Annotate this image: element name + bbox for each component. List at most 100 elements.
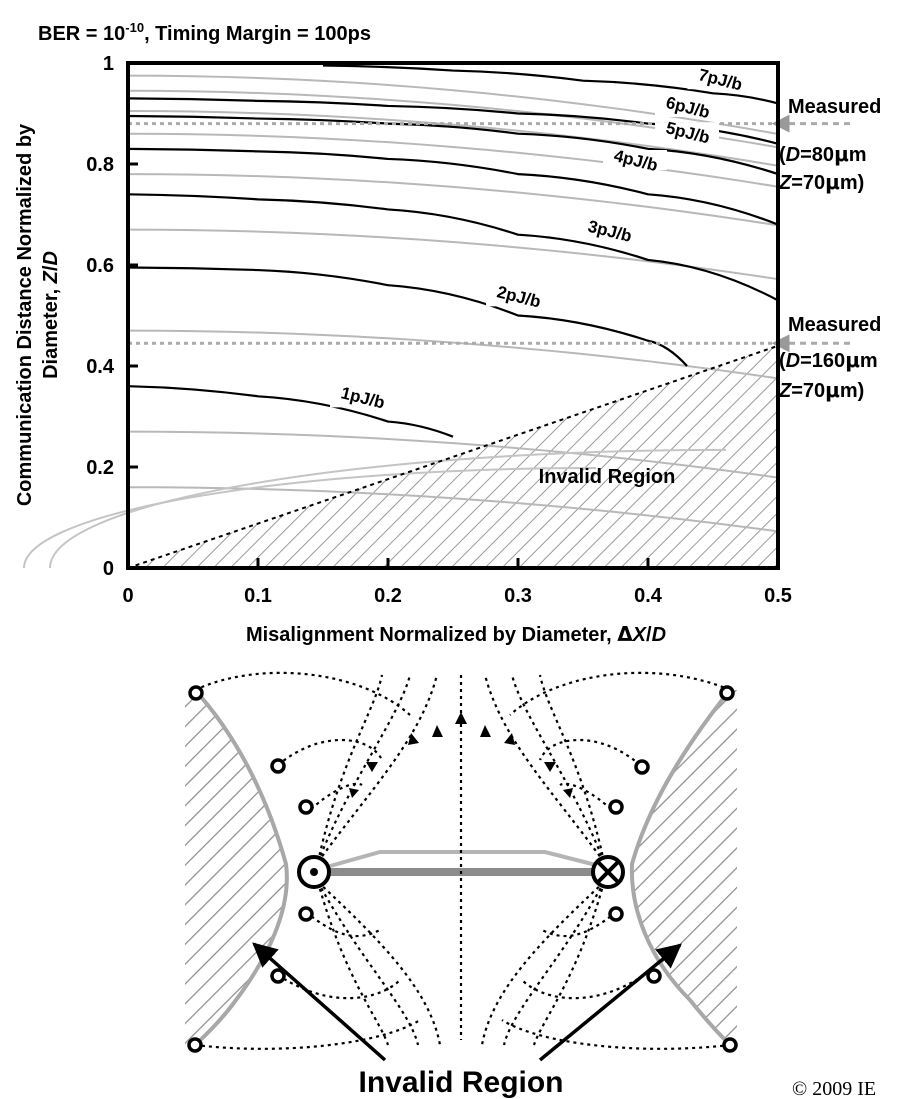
chart-title: BER = 10-10, Timing Margin = 100ps [38,20,371,45]
x-tick-label-4: 0.4 [634,585,663,607]
charge-point-2 [270,758,286,774]
field-arrow-2 [432,725,443,737]
series-line-1 [127,385,454,438]
y-tick-label-4: 0.8 [86,154,114,176]
charge-point-6 [187,1037,203,1053]
gray-arc-1 [23,467,597,569]
invalid-region-label: Invalid Region [539,466,676,488]
series-line-7 [322,64,779,105]
gray-contour-3 [127,329,779,380]
field-line-1 [316,674,384,863]
field-line-5 [510,674,606,863]
field-loop-5 [538,738,641,766]
field-arrow-1 [455,712,467,724]
gray-arc-2 [49,448,727,569]
series-line-3 [127,193,779,302]
charge-point-5 [270,968,286,984]
measured-1-detail2: Z=70μm) [778,170,864,194]
axis-ticks: 0 0.1 0.2 0.3 0.4 0.5 0 0.2 0.4 0.6 0.8 1 [86,53,792,607]
gray-contour-2 [127,430,779,479]
measured-2-detail2: Z=70μm) [778,378,864,402]
x-axis-title: Misalignment Normalized by Diameter, ΔX/… [246,622,666,646]
measured-1-label: Measured [788,96,881,118]
gray-contour-1 [127,486,779,533]
x-tick-label-3: 0.3 [504,585,532,607]
current-in-symbol [591,855,625,889]
charge-point-10 [608,906,624,922]
diagram-invalid-region-label: Invalid Region [358,1066,563,1099]
charge-point-4 [298,906,314,922]
charge-circles [187,685,738,1053]
series-line-4 [127,147,779,226]
field-line-7 [316,881,390,1046]
copyright-text: © 2009 IE [792,1078,876,1099]
field-arrow-6 [366,762,378,772]
field-arrow-7 [544,762,556,772]
contour-label-bg-3 [577,220,641,241]
field-arrow-3 [480,725,491,737]
y-axis-title-line2: Diameter, Z/D [40,251,62,379]
field-line-12 [480,881,605,1046]
left-pointer-arrow [252,942,387,1062]
y-tick-label-5: 1 [103,53,114,75]
current-in-cross-2 [596,860,620,884]
charge-point-7 [719,685,735,701]
charge-point-11 [646,968,662,984]
field-arrow-9 [563,788,573,798]
x-tick-label-2: 0.2 [374,585,402,607]
charge-point-9 [608,799,624,815]
field-line-4 [538,674,606,863]
charge-point-1 [188,685,204,701]
x-tick-label-0: 0 [122,585,133,607]
energy-contour-lines [127,64,779,438]
gray-contour-7 [127,109,779,167]
field-arrows [349,712,573,798]
right-pointer-arrow [538,943,682,1062]
field-loop-8 [277,974,401,1000]
contour-label-bg-6 [655,96,719,117]
charge-point-3 [298,799,314,815]
field-loop-9 [194,1019,421,1050]
field-loop-12 [501,1019,731,1050]
contour-label-bg-4 [603,150,667,170]
measured-2-detail1: (D=160μm [779,348,878,372]
y-axis-title: Communication Distance Normalized by Dia… [14,123,62,506]
left-boundary-curve [193,688,289,1047]
field-arrow-5 [504,733,515,745]
field-lines [194,671,731,1050]
plot-frame [126,61,780,570]
gray-contour-4 [127,228,779,281]
field-arrow-8 [349,788,359,798]
field-loop-3 [194,671,411,716]
series-line-2 [127,266,688,367]
field-line-8 [317,881,420,1046]
field-loop-11 [521,974,645,1000]
field-line-9 [317,881,442,1046]
charge-point-12 [722,1037,738,1053]
measured-1-detail1: (D=80μm [779,142,867,166]
y-axis-title-line1: Communication Distance Normalized by [14,123,36,506]
contour-label-bg-1 [330,387,394,408]
field-arrow-4 [408,733,419,745]
field-line-11 [502,881,605,1046]
y-tick-label-0: 0 [103,558,114,580]
right-boundary-curve [629,688,732,1047]
field-line-2 [316,674,412,863]
gray-contour-6 [127,132,779,188]
measured-2-label: Measured [788,314,881,336]
contour-label-bg-5 [655,122,719,143]
field-loop-2 [277,738,383,766]
invalid-boundary-line [127,344,779,569]
current-out-symbol [297,855,331,889]
y-tick-label-2: 0.4 [86,356,115,378]
field-line-6 [483,674,605,863]
field-line-10 [532,881,606,1046]
y-tick-label-3: 0.6 [86,255,114,277]
charge-point-8 [634,759,650,775]
current-out-dot [310,868,318,876]
field-line-3 [317,674,439,863]
y-tick-label-1: 0.2 [86,457,114,479]
field-loop-6 [509,671,731,716]
